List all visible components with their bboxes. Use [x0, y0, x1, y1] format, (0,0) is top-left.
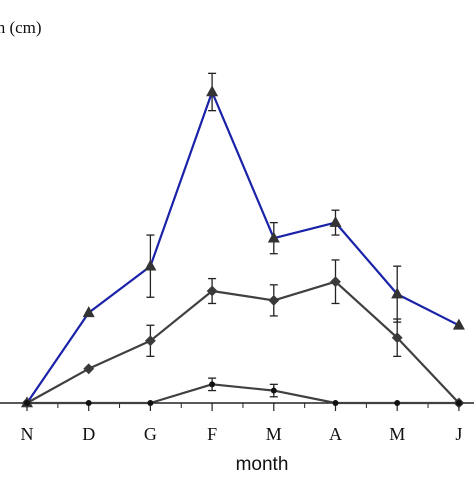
x-tick-label: N: [21, 424, 34, 444]
triangle-marker: [391, 287, 404, 299]
triangle-marker: [206, 85, 219, 97]
triangle-marker: [82, 306, 95, 318]
x-tick-label: M: [266, 424, 282, 444]
circle-marker: [147, 400, 154, 406]
diamond-marker: [268, 294, 280, 306]
circle-marker: [85, 400, 92, 406]
triangle-marker: [144, 259, 157, 271]
circle-marker: [332, 400, 339, 406]
triangle-marker: [329, 215, 342, 227]
x-tick-label: J: [455, 424, 462, 444]
series-line-diamond: [26, 280, 460, 404]
x-tick-label: F: [207, 424, 217, 444]
diamond-marker: [83, 363, 95, 375]
x-axis-label: month: [236, 454, 289, 474]
triangle-marker: [267, 231, 280, 243]
series-line-triangle: [26, 90, 460, 404]
circle-marker: [270, 387, 277, 394]
x-tick-label: A: [329, 424, 342, 444]
x-tick-label: G: [144, 424, 157, 444]
x-tick-label: M: [389, 424, 405, 444]
series-lines: [26, 90, 460, 405]
diamond-marker: [144, 335, 156, 347]
axes: [0, 402, 474, 411]
triangle-marker: [452, 318, 465, 330]
circle-marker: [209, 381, 216, 388]
circle-marker: [394, 400, 401, 406]
circle-marker: [24, 400, 30, 406]
series-line-circle: [27, 383, 459, 405]
diamond-marker: [206, 285, 218, 297]
diamond-marker: [330, 276, 341, 288]
diamond-marker: [391, 332, 403, 344]
y-axis-label: th (cm): [0, 18, 42, 37]
series-markers: [20, 85, 465, 409]
circle-marker: [455, 400, 462, 406]
x-tick-label: D: [82, 424, 95, 444]
